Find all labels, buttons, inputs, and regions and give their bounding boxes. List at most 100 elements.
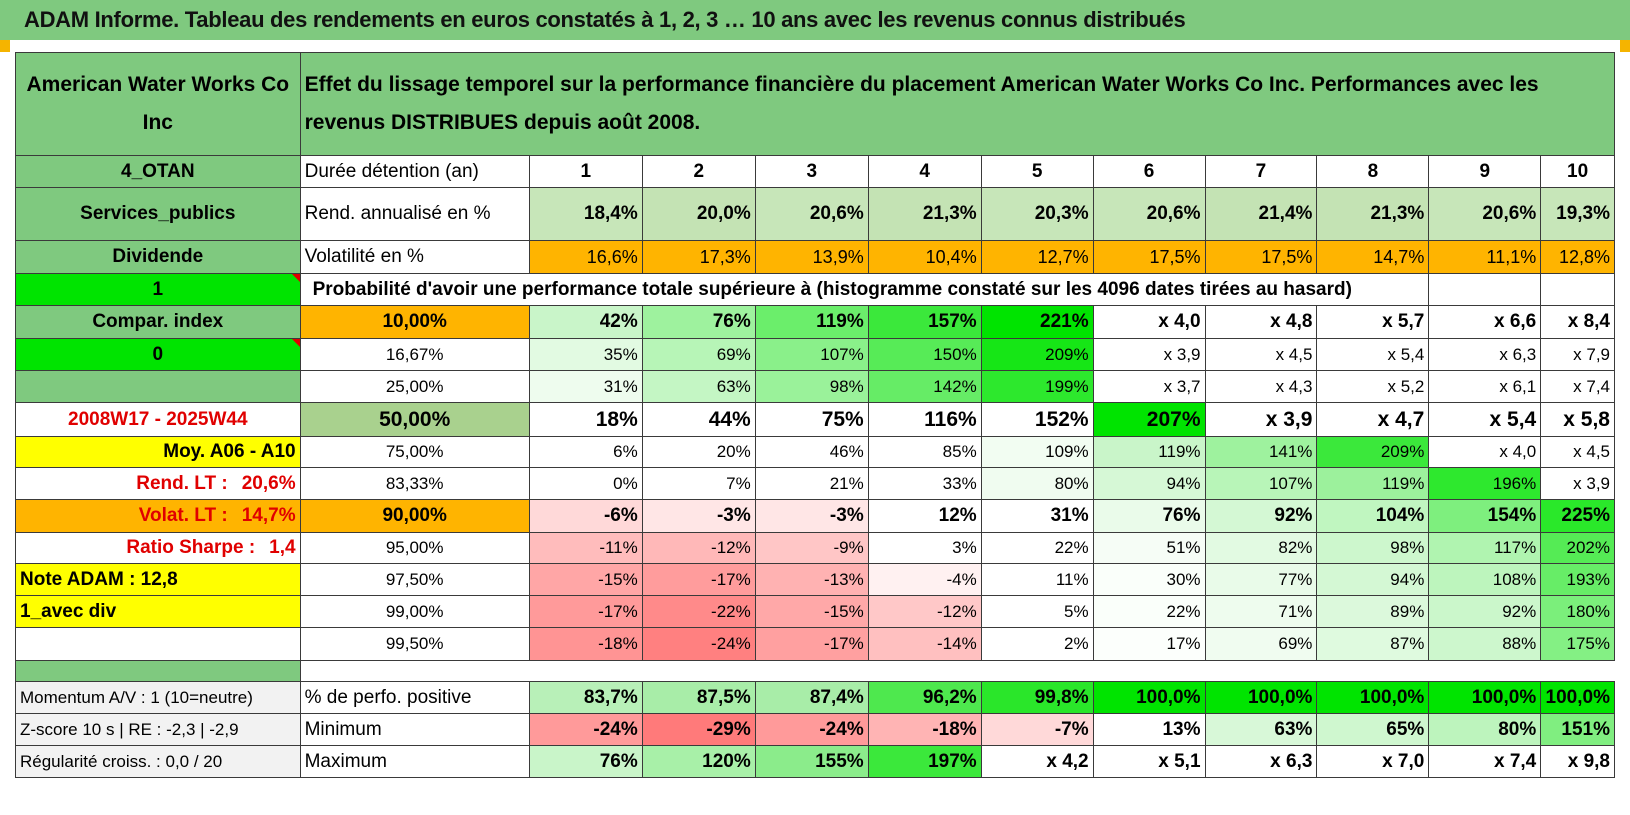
prob-cell: x 5,7: [1316, 305, 1430, 339]
prob-cell: 80%: [980, 467, 1094, 500]
prob-cell: 76%: [1092, 499, 1206, 533]
footer-cell: x 7,4: [1428, 745, 1542, 778]
side-compar: Compar. index: [15, 305, 301, 339]
prob-cell: x 3,7: [1092, 370, 1206, 403]
prob-cell: -14%: [867, 627, 982, 661]
prob-threshold: 99,00%: [299, 595, 530, 628]
rend-cell: 21,3%: [867, 187, 982, 241]
selector-1[interactable]: 1: [15, 273, 301, 306]
footer-cell: x 5,1: [1092, 745, 1206, 778]
header-row: American Water Works Co Inc Effet du lis…: [15, 52, 1616, 156]
prob-cell: -15%: [754, 595, 869, 628]
prob-cell: 35%: [528, 338, 643, 371]
prob-cell: x 6,3: [1428, 338, 1542, 371]
prob-title-row: 1 Probabilité d'avoir une performance to…: [15, 273, 1615, 306]
prob-cell: 199%: [980, 370, 1094, 403]
footer-cell: x 9,8: [1540, 745, 1615, 778]
year-header: 6: [1092, 155, 1206, 188]
footer-cell: 83,7%: [528, 681, 643, 714]
prob-cell: 141%: [1204, 436, 1318, 468]
prob-cell: x 4,7: [1316, 402, 1430, 437]
year-header: 4: [867, 155, 982, 188]
footer-cell: 76%: [528, 745, 643, 778]
prob-row: Note ADAM : 12,8 97,50% -15% -17% -13% -4% 11%…: [15, 563, 1615, 596]
year-header: 2: [641, 155, 756, 188]
vol-cell: 14,7%: [1316, 240, 1430, 274]
prob-threshold: 97,50%: [299, 563, 530, 596]
rend-cell: 19,3%: [1540, 187, 1615, 241]
prob-cell: 17%: [1092, 627, 1206, 661]
year-header: 5: [980, 155, 1094, 188]
prob-cell: x 4,0: [1092, 305, 1206, 339]
prob-cell: 142%: [867, 370, 982, 403]
side-moy: Moy. A06 - A10: [15, 436, 301, 468]
prob-cell: 207%: [1092, 402, 1206, 437]
prob-cell: 119%: [1092, 436, 1206, 468]
prob-cell: 107%: [1204, 467, 1318, 500]
performance-sheet: American Water Works Co Inc Effet du lis…: [15, 52, 1616, 814]
prob-cell: 196%: [1428, 467, 1542, 500]
prob-cell: -22%: [641, 595, 756, 628]
prob-cell: -3%: [754, 499, 869, 533]
prob-cell: 77%: [1204, 563, 1318, 596]
prob-threshold: 99,50%: [299, 627, 530, 661]
gap-green: [15, 660, 301, 682]
footer-cell: -7%: [980, 713, 1094, 746]
rend-cell: 21,4%: [1204, 187, 1318, 241]
year-header: 7: [1204, 155, 1318, 188]
prob-cell: 18%: [528, 402, 643, 437]
prob-cell: 92%: [1204, 499, 1318, 533]
year-header: 1: [528, 155, 643, 188]
footer-cell: 80%: [1428, 713, 1542, 746]
side-rend-lt-value: 20,6%: [241, 472, 296, 494]
footer-label: Minimum: [299, 713, 530, 746]
year-header: 3: [754, 155, 869, 188]
prob-row: Ratio Sharpe : 1,4 95,00% -11% -12% -9% 3% 22% 5…: [15, 532, 1615, 564]
footer-cell: 99,8%: [980, 681, 1094, 714]
prob-cell: 87%: [1316, 627, 1430, 661]
prob-cell: 202%: [1540, 532, 1615, 564]
prob-cell: x 4,5: [1204, 338, 1318, 371]
side-sharpe-label: Ratio Sharpe :: [126, 537, 256, 558]
prob-cell: x 7,9: [1540, 338, 1615, 371]
gap-blank: [299, 660, 1615, 682]
blank-cell: [1428, 273, 1542, 306]
prob-cell: 94%: [1092, 467, 1206, 500]
prob-cell: 20%: [641, 436, 756, 468]
page-title: ADAM Informe. Tableau des rendements en …: [24, 7, 1186, 32]
side-volat-lt-label: Volat. LT :: [138, 505, 228, 526]
prob-threshold: 25,00%: [299, 370, 530, 403]
vol-row: Dividende Volatilité en % 16,6% 17,3% 13,9…: [15, 240, 1615, 274]
prob-cell: 22%: [1092, 595, 1206, 628]
prob-cell: 109%: [980, 436, 1094, 468]
prob-cell: x 3,9: [1540, 467, 1615, 500]
footer-side: Z-score 10 s | RE : -2,3 | -2,9: [15, 713, 301, 746]
prob-row: 1_avec div 99,00% -17% -22% -15% -12% 5% 22% 71%…: [15, 595, 1615, 628]
prob-cell: 76%: [641, 305, 756, 339]
rend-label: Rend. annualisé en %: [299, 187, 530, 241]
selector-2[interactable]: 0: [15, 338, 301, 371]
rend-cell: 20,6%: [1428, 187, 1542, 241]
prob-cell: -12%: [641, 532, 756, 564]
prob-cell: 92%: [1428, 595, 1542, 628]
prob-threshold: 10,00%: [299, 305, 530, 339]
prob-cell: 154%: [1428, 499, 1542, 533]
prob-cell: 108%: [1428, 563, 1542, 596]
prob-cell: -12%: [867, 595, 982, 628]
prob-cell: x 8,4: [1540, 305, 1615, 339]
prob-cell: 152%: [980, 402, 1094, 437]
footer-label: Maximum: [299, 745, 530, 778]
footer-side: Momentum A/V : 1 (10=neutre): [15, 681, 301, 714]
prob-cell: 33%: [867, 467, 982, 500]
years-label: Durée détention (an): [299, 155, 530, 188]
prob-cell: 30%: [1092, 563, 1206, 596]
prob-cell: x 5,4: [1316, 338, 1430, 371]
footer-cell: x 4,2: [980, 745, 1094, 778]
prob-cell: -18%: [528, 627, 643, 661]
footer-cell: 13%: [1092, 713, 1206, 746]
prob-cell: 175%: [1540, 627, 1615, 661]
prob-cell: 180%: [1540, 595, 1615, 628]
prob-cell: 98%: [1316, 532, 1430, 564]
prob-cell: -24%: [641, 627, 756, 661]
footer-row: Z-score 10 s | RE : -2,3 | -2,9 Minimum -2…: [15, 713, 1615, 746]
